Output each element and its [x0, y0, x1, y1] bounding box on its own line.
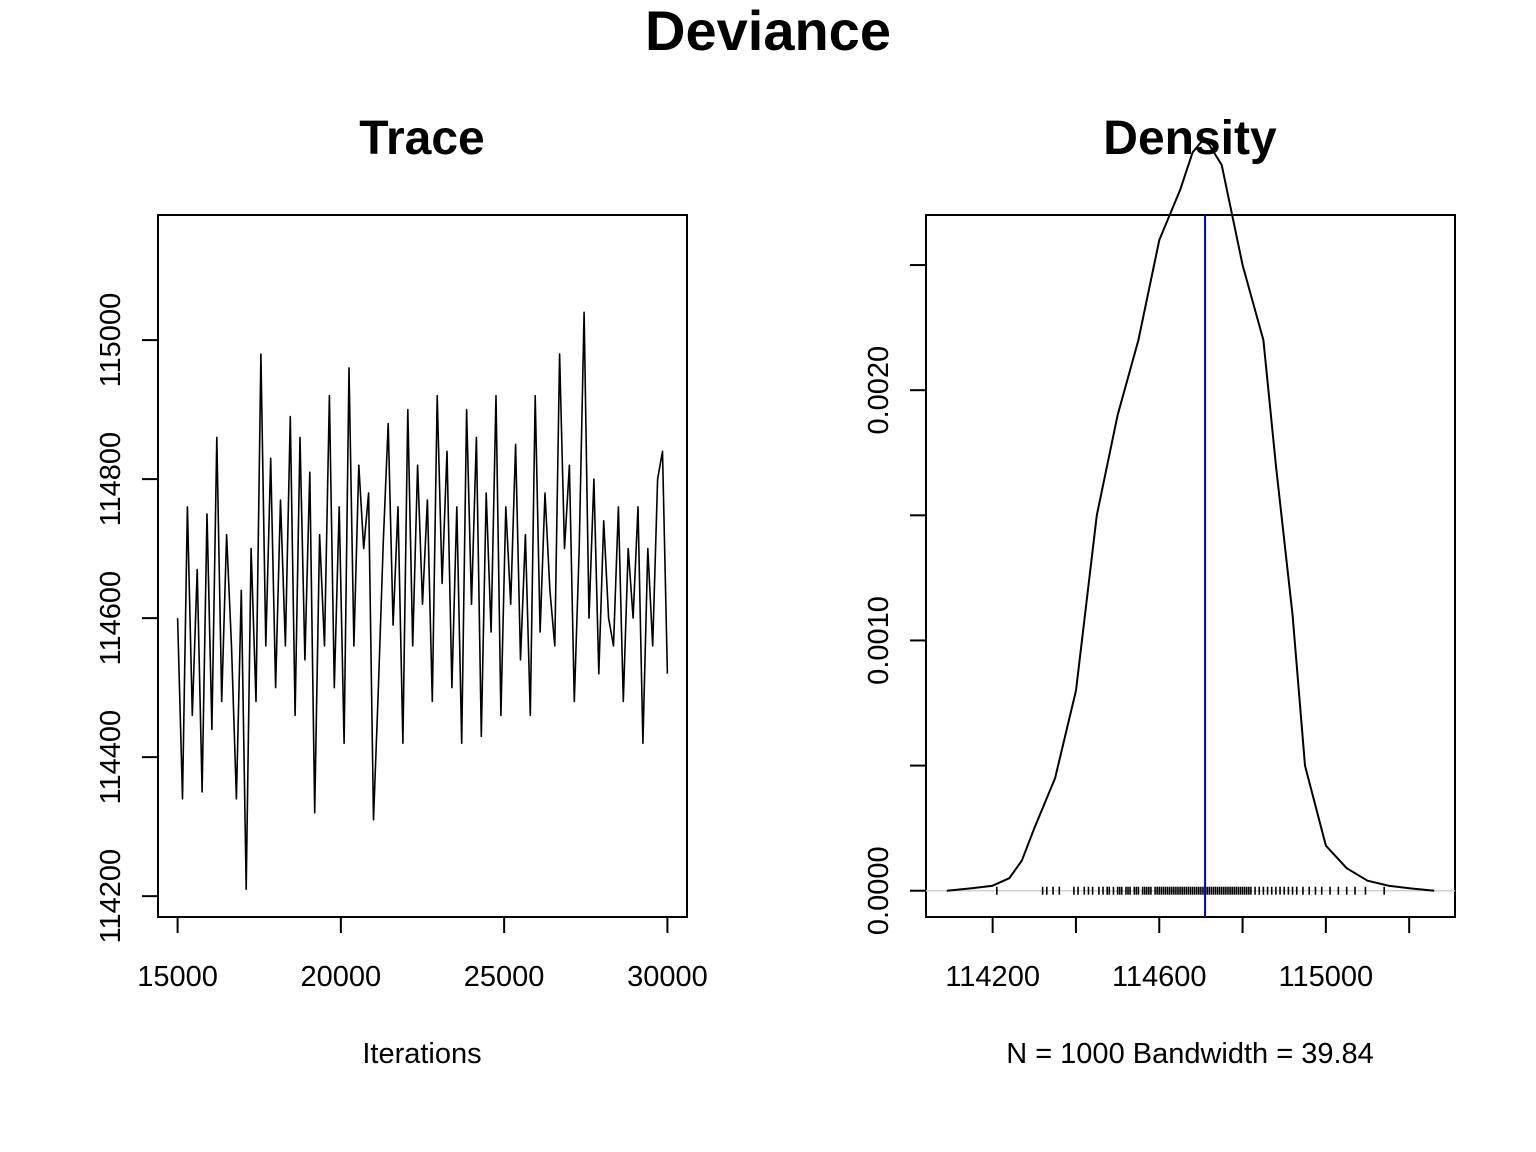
density-plot-frame [925, 214, 1456, 918]
y-tick-label: 115000 [95, 293, 127, 388]
density-axes: 114200 114600 115000 0.0000 0.0010 0.0020 [863, 264, 1411, 993]
density-title: Density [1103, 112, 1277, 165]
y-tick-label: 0.0010 [863, 596, 895, 685]
y-tick-label: 0.0020 [863, 346, 895, 435]
x-tick-label: 114600 [1112, 961, 1207, 993]
trace-xlabel: Iterations [362, 1038, 481, 1070]
density-rug [996, 886, 1385, 895]
trace-panel: Trace 15000 20000 25000 30000 114200 114400 11… [95, 112, 708, 1070]
y-tick-label: 114800 [95, 432, 127, 527]
x-tick-label: 25000 [464, 961, 545, 993]
x-tick-label: 115000 [1279, 961, 1374, 993]
trace-line [176, 311, 669, 891]
trace-plot-frame [157, 214, 688, 918]
figure-title: Deviance [645, 0, 891, 62]
x-tick-label: 15000 [137, 961, 218, 993]
y-tick-label: 114400 [95, 710, 127, 805]
x-tick-label: 20000 [301, 961, 382, 993]
y-tick-label: 114600 [95, 571, 127, 666]
x-tick-label: 114200 [945, 961, 1040, 993]
density-panel: Density 114200 114600 115000 0.0000 0.0010 0.… [863, 112, 1456, 1070]
trace-axes: 15000 20000 25000 30000 114200 114400 114600 11… [95, 293, 708, 993]
density-curve [946, 138, 1435, 892]
density-xlabel: N = 1000 Bandwidth = 39.84 [1006, 1038, 1374, 1070]
x-tick-label: 30000 [627, 961, 708, 993]
trace-title: Trace [359, 112, 484, 165]
y-tick-label: 114200 [95, 849, 127, 944]
y-tick-label: 0.0000 [863, 846, 895, 935]
